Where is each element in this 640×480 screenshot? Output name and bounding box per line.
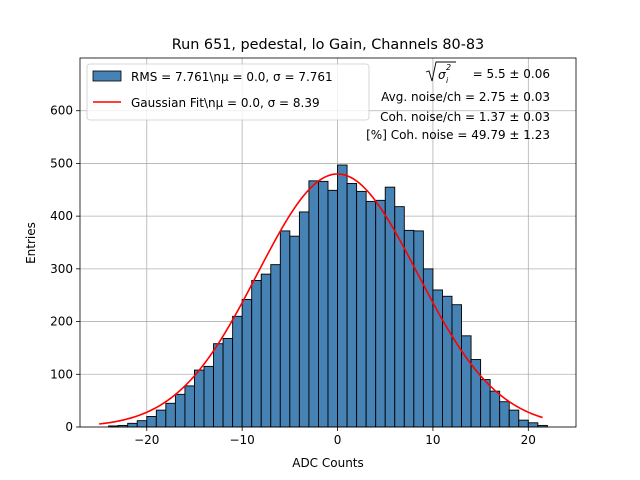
legend-histogram-sigma: σ = 7.761 — [273, 70, 333, 84]
histogram-bar — [318, 180, 329, 428]
histogram-bar — [146, 416, 157, 428]
x-tick-label: 20 — [521, 433, 536, 447]
histogram-bar — [232, 315, 243, 428]
histogram-bar — [365, 200, 377, 428]
x-tick-label: 10 — [425, 433, 440, 447]
x-axis-label: ADC Counts — [292, 456, 364, 470]
y-tick-label: 300 — [50, 262, 73, 276]
plot-frame — [79, 57, 577, 428]
noise-annotations: σ 2 i = 5.5 ± 0.06 Avg. noise/ch = 2.75 … — [366, 61, 550, 142]
histogram-bar — [375, 199, 386, 428]
histogram-bar — [499, 401, 510, 428]
y-tick-label: 500 — [50, 156, 73, 170]
histogram-bar — [289, 235, 300, 428]
legend-swatch-histogram — [92, 70, 122, 82]
y-tick-label: 100 — [50, 367, 73, 381]
histogram-bar — [298, 211, 310, 428]
histogram-bar — [165, 402, 176, 428]
legend-label-histogram: RMS = 7.761\nμ = 0.0, σ = 7.761 — [131, 70, 333, 84]
y-tick-label: 200 — [50, 315, 73, 329]
histogram-bar — [461, 335, 472, 428]
histogram-bar — [194, 369, 205, 428]
histogram-bar — [356, 190, 367, 428]
sigma-sqrt-symbol: σ 2 i — [425, 61, 456, 85]
histogram-bar — [527, 422, 539, 428]
legend: RMS = 7.761\nμ = 0.0, σ = 7.761 Gaussian… — [86, 63, 370, 121]
histogram-bar — [270, 264, 281, 428]
histogram-bar — [489, 390, 501, 428]
svg-text:2: 2 — [446, 63, 451, 72]
histogram-bar — [241, 298, 253, 428]
annotation-sigma: = 5.5 ± 0.06 — [473, 67, 550, 81]
histogram-bar — [451, 304, 462, 428]
histogram-bar — [213, 343, 224, 428]
histogram-bar — [413, 230, 424, 428]
chart-title: Run 651, pedestal, lo Gain, Channels 80-… — [172, 37, 484, 53]
legend-box — [86, 63, 370, 121]
gaussian-fit-curve — [98, 173, 543, 425]
histogram-bar — [155, 409, 167, 428]
histogram-bar — [127, 422, 138, 428]
y-axis-label: Entries — [24, 222, 38, 264]
histogram-bar — [518, 419, 529, 428]
histogram-bar — [222, 337, 234, 428]
x-tick-label: 0 — [334, 433, 342, 447]
y-tick-label: 0 — [65, 420, 73, 434]
histogram-bar — [337, 164, 348, 428]
histogram-bar — [442, 295, 453, 428]
histogram-bar — [279, 230, 291, 428]
histogram-bar — [203, 365, 214, 428]
legend-gaussian-prefix: Gaussian Fit\n — [131, 96, 216, 110]
legend-gaussian-mu: μ = 0.0, — [216, 96, 268, 110]
annotation-pct-coh-noise: [%] Coh. noise = 49.79 ± 1.23 — [366, 128, 550, 142]
svg-text:i: i — [446, 76, 449, 85]
histogram-bar — [260, 273, 272, 428]
annotation-coh-noise: Coh. noise/ch = 1.37 ± 0.03 — [380, 110, 550, 124]
histogram-bar — [184, 385, 195, 428]
x-tick-label: −10 — [229, 433, 254, 447]
histogram-bar — [508, 409, 520, 428]
histogram-bar — [403, 229, 415, 428]
annotation-avg-noise: Avg. noise/ch = 2.75 ± 0.03 — [381, 90, 550, 104]
histogram-bar — [480, 379, 491, 428]
legend-gaussian-sigma: σ = 8.39 — [268, 96, 320, 110]
y-tick-label: 600 — [50, 104, 73, 118]
legend-histogram-mu: μ = 0.0, — [221, 70, 273, 84]
legend-label-gaussian: Gaussian Fit\nμ = 0.0, σ = 8.39 — [131, 96, 320, 110]
histogram-bar — [251, 280, 262, 428]
x-tick-label: −20 — [134, 433, 159, 447]
histogram-bar — [136, 420, 148, 428]
histogram-bar — [308, 180, 319, 428]
histogram-bar — [174, 393, 186, 428]
y-tick-label: 400 — [50, 209, 73, 223]
histogram-bars — [108, 164, 548, 428]
svg-text:σ: σ — [438, 68, 446, 82]
histogram-bar — [346, 183, 358, 428]
legend-histogram-prefix: RMS = 7.761\n — [131, 70, 221, 84]
histogram-bar — [327, 189, 338, 428]
gaussian-fit-layer — [98, 173, 543, 425]
